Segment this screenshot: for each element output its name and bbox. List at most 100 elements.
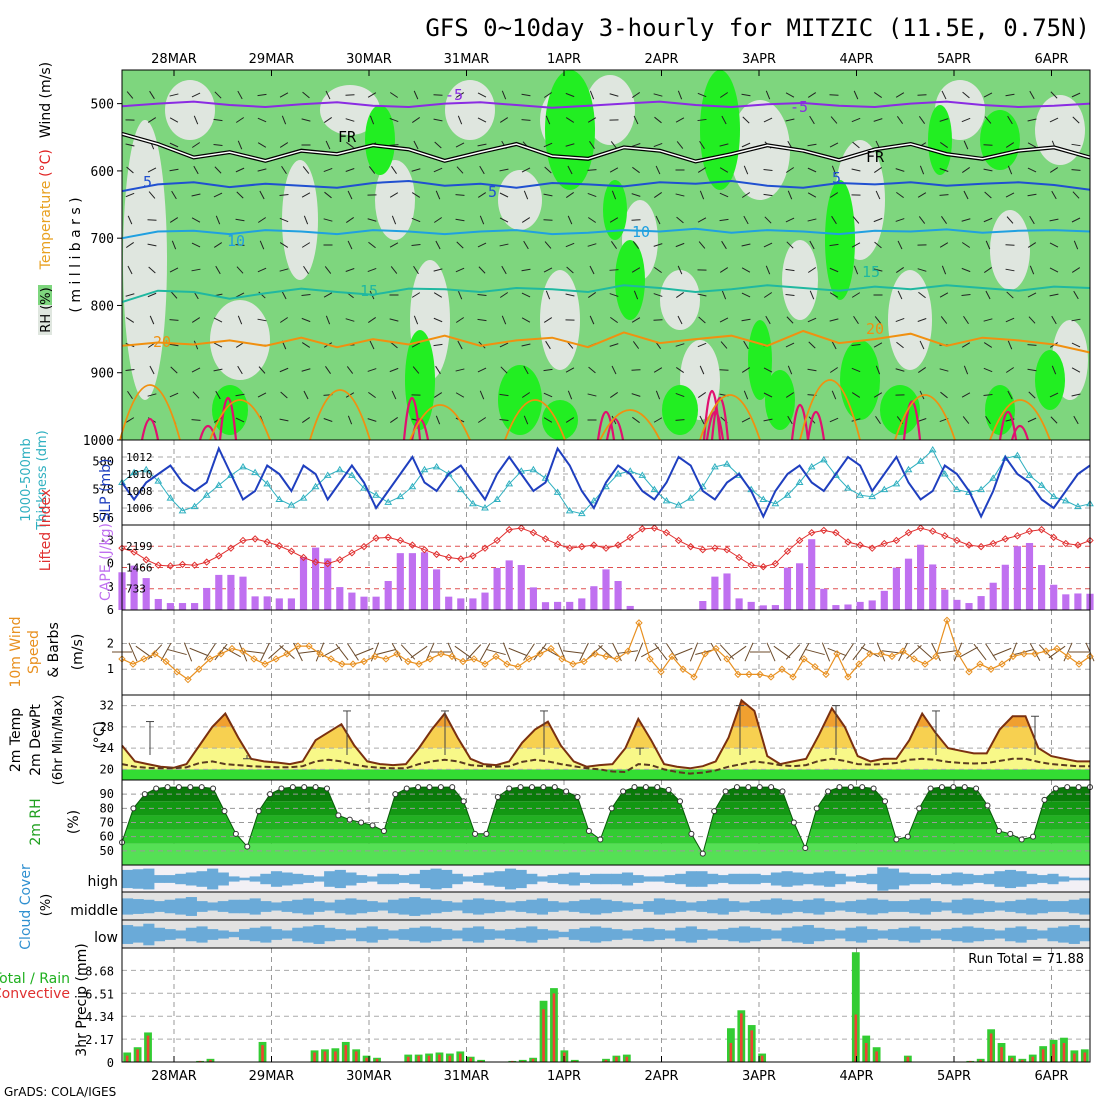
wind10-barb xyxy=(906,645,922,659)
wind10-point xyxy=(921,660,929,668)
rh2m-point xyxy=(483,830,490,837)
rh2m-band xyxy=(122,843,1090,865)
lifted-index-point xyxy=(469,552,477,560)
cloud-low-block xyxy=(366,926,378,943)
rh2m-point xyxy=(995,828,1002,834)
wind-barb xyxy=(939,242,949,248)
rh2m-point xyxy=(141,791,148,798)
wind-barb xyxy=(873,217,883,223)
rh2m-point xyxy=(1052,785,1059,792)
lifted-index-point xyxy=(505,525,513,534)
wind-barb xyxy=(347,240,353,250)
wind-barb xyxy=(455,267,465,273)
wind-barb xyxy=(324,191,332,199)
rh-bright-area xyxy=(840,340,880,420)
wind10-point xyxy=(591,650,599,658)
wind-barb xyxy=(169,392,179,398)
cape-bar xyxy=(505,560,513,610)
precip-convective-bar xyxy=(511,1060,514,1062)
pressure-tick-label: 800 xyxy=(91,299,114,314)
wind-barb xyxy=(632,241,640,249)
thickness-point xyxy=(940,470,949,477)
wind-barb xyxy=(213,192,223,198)
contour-label-15: 15 xyxy=(360,282,378,300)
rh2m-point xyxy=(528,784,535,791)
cloud-low-block xyxy=(579,927,591,942)
cloud-high-block xyxy=(770,872,783,886)
cloud-low-block xyxy=(451,930,463,939)
cloud-high-block xyxy=(1036,875,1048,883)
rh-bright-area xyxy=(765,370,795,430)
wind-barb xyxy=(499,243,509,247)
temp2m-tick-label: 24 xyxy=(100,741,114,755)
lifted-index-point xyxy=(444,553,453,562)
wind-barb xyxy=(785,217,795,223)
wind-barb xyxy=(257,318,267,322)
wind-barb xyxy=(719,218,729,222)
wind-barb xyxy=(545,340,551,350)
lifted-index-point xyxy=(941,532,949,540)
cloud-low-block xyxy=(483,929,495,940)
wind-barb xyxy=(719,317,729,323)
lifted-index-point xyxy=(868,544,876,552)
wind10-point xyxy=(349,660,357,668)
lifted-index-point xyxy=(892,536,901,545)
wind-barb xyxy=(324,266,332,274)
precip-convective-bar xyxy=(573,1060,577,1062)
lifted-index-point xyxy=(1074,541,1082,549)
rh2m-point xyxy=(210,785,217,792)
wind-barb xyxy=(765,265,771,275)
cape-bar xyxy=(178,603,187,610)
wind10-point xyxy=(701,650,709,658)
wind-barb xyxy=(941,216,947,224)
wind10-barb xyxy=(785,644,801,660)
wind-barb xyxy=(587,217,597,223)
cloud-high-block xyxy=(600,873,612,885)
thickness-point xyxy=(335,465,344,473)
wind-barb xyxy=(303,390,309,400)
wind-barb xyxy=(1049,218,1059,222)
wind-barb xyxy=(1073,415,1079,425)
wind-barb xyxy=(807,92,817,98)
cloud-high-block xyxy=(866,873,878,885)
cloud-middle-block xyxy=(536,898,548,915)
wind-barb xyxy=(213,368,223,372)
cloud-high-block xyxy=(813,872,825,886)
wind-barb xyxy=(1049,267,1059,273)
thickness-point xyxy=(178,506,187,514)
wind-barb xyxy=(699,140,705,150)
rh2m-point xyxy=(221,808,228,815)
lifted-index-point xyxy=(662,529,671,537)
wind-barb xyxy=(257,392,267,398)
rh2m-point xyxy=(893,836,900,843)
cloud-high-block xyxy=(824,871,836,887)
cloud-high-block xyxy=(962,873,974,885)
precip-convective-bar xyxy=(417,1055,420,1062)
cloud-high-block xyxy=(834,873,846,885)
cape-bar xyxy=(396,553,404,610)
wind-barb xyxy=(323,418,333,422)
cape-bar xyxy=(1001,564,1009,610)
wind-barb xyxy=(456,241,464,249)
slp-tick-label: 1012 xyxy=(126,451,153,464)
contour-label-minus5: -5 xyxy=(445,86,463,104)
wind-barb xyxy=(1050,416,1058,424)
wind-barb xyxy=(589,141,595,149)
rh-bright-area xyxy=(405,330,435,430)
wind-barb xyxy=(895,92,905,98)
cloud-low-block xyxy=(536,929,548,940)
contour-20-cell xyxy=(409,404,471,441)
cape-bar xyxy=(287,598,295,610)
rh-bright-area xyxy=(985,385,1015,435)
thickness-point xyxy=(214,481,223,488)
wind-barb xyxy=(699,190,705,200)
wind-barb xyxy=(653,93,663,97)
cloud-high-block xyxy=(239,877,251,881)
thickness-point xyxy=(577,509,586,517)
cape-bar xyxy=(953,599,961,610)
wind-barb xyxy=(699,415,705,425)
wind-barb xyxy=(633,290,639,300)
wind-barb xyxy=(235,417,245,423)
rh2m-point xyxy=(631,784,638,791)
wind-barb xyxy=(325,366,331,374)
